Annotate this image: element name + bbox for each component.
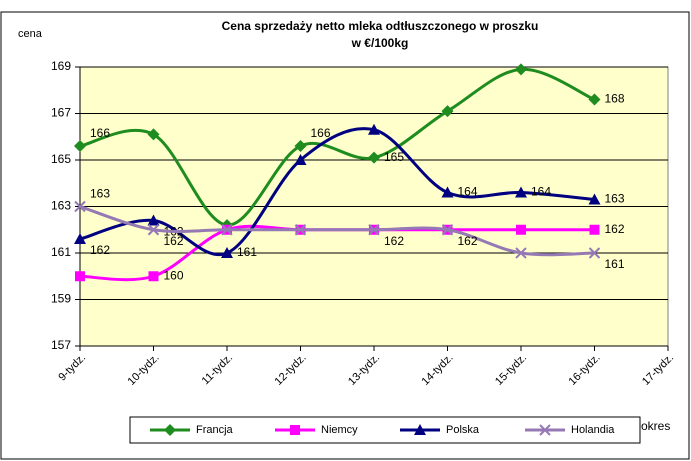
data-label: 162 bbox=[384, 234, 404, 248]
data-label: 166 bbox=[90, 126, 110, 140]
y-tick-label: 159 bbox=[51, 292, 71, 306]
data-label: 163 bbox=[90, 187, 110, 201]
marker bbox=[221, 224, 233, 236]
legend-label: Niemcy bbox=[321, 424, 358, 436]
marker bbox=[441, 105, 454, 118]
marker bbox=[516, 224, 526, 235]
y-axis-label: cena bbox=[18, 28, 43, 40]
marker bbox=[294, 140, 307, 153]
marker bbox=[294, 154, 307, 165]
marker bbox=[75, 271, 85, 282]
data-label: 161 bbox=[605, 257, 625, 271]
marker bbox=[515, 63, 527, 76]
marker bbox=[589, 224, 600, 235]
marker bbox=[515, 247, 527, 259]
data-label: 166 bbox=[311, 126, 331, 140]
x-axis-label: okres bbox=[641, 419, 670, 433]
data-label: 164 bbox=[458, 185, 478, 199]
marker bbox=[164, 424, 176, 436]
data-label: 162 bbox=[90, 243, 110, 257]
marker bbox=[441, 224, 454, 236]
y-tick-label: 165 bbox=[51, 152, 71, 166]
series-line bbox=[79, 127, 595, 257]
data-label: 161 bbox=[237, 245, 257, 259]
marker bbox=[414, 424, 426, 435]
marker bbox=[368, 123, 380, 135]
marker bbox=[368, 224, 380, 236]
marker bbox=[294, 224, 307, 236]
data-label: 160 bbox=[164, 268, 184, 282]
chart-subtitle: w €/100kg bbox=[351, 36, 409, 50]
marker bbox=[588, 193, 601, 205]
legend-label: Francja bbox=[196, 424, 234, 436]
y-tick-label: 157 bbox=[51, 338, 71, 352]
chart-title: Cena sprzedaży netto mleka odtłuszczoneg… bbox=[222, 19, 539, 33]
marker bbox=[147, 128, 160, 141]
marker bbox=[74, 233, 86, 245]
y-tick-label: 163 bbox=[51, 199, 71, 213]
data-label: 162 bbox=[605, 222, 625, 236]
data-label: 162 bbox=[458, 234, 478, 248]
data-label: 165 bbox=[384, 150, 404, 164]
data-label: 168 bbox=[605, 92, 625, 106]
marker bbox=[539, 424, 551, 436]
marker bbox=[74, 200, 86, 213]
data-label: 163 bbox=[605, 192, 625, 206]
marker bbox=[441, 186, 454, 198]
data-label: 162 bbox=[164, 234, 184, 248]
series-line bbox=[79, 205, 595, 257]
y-tick-label: 169 bbox=[51, 59, 71, 73]
marker bbox=[147, 224, 160, 236]
marker bbox=[368, 151, 380, 164]
data-label: 164 bbox=[531, 185, 551, 199]
marker bbox=[74, 140, 86, 153]
y-tick-label: 167 bbox=[51, 106, 71, 120]
marker bbox=[147, 214, 160, 226]
marker bbox=[148, 271, 159, 282]
marker bbox=[290, 425, 300, 435]
marker bbox=[515, 186, 527, 198]
marker bbox=[588, 93, 601, 106]
legend-label: Polska bbox=[446, 424, 480, 436]
y-tick-label: 161 bbox=[51, 245, 71, 259]
legend-label: Holandia bbox=[571, 424, 615, 436]
marker bbox=[588, 247, 601, 259]
marker bbox=[221, 247, 233, 258]
